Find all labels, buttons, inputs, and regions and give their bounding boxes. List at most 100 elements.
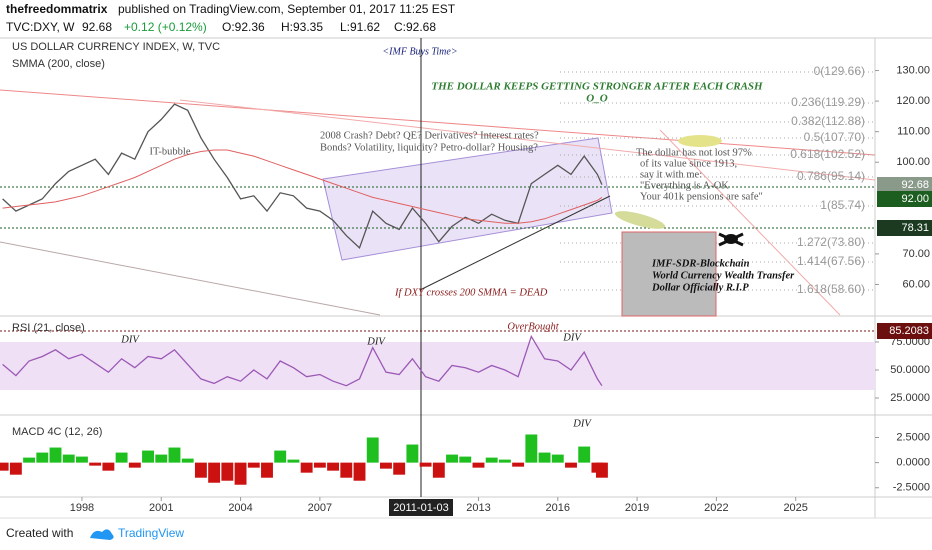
tv-logo [90,529,114,540]
histogram-bar [551,454,564,463]
crosshair-label: 2011-01-03 [393,502,448,514]
annotation: Bonds? Volatility, liquidity? Petro-doll… [320,142,538,153]
histogram-bar [261,462,273,478]
price-badge [877,323,932,339]
annotation: Dollar Officially R.I.P [651,282,749,293]
annotation: 2008 Crash? Debt? QE? Derivatives? Inter… [320,130,539,141]
price-badge [877,191,932,207]
y-tick-label: 60.00 [902,278,930,290]
histogram-bar [234,462,247,485]
annotation: <IMF Buys Time> [382,46,457,57]
low: L:91.62 [340,20,380,34]
x-tick-label: 2022 [704,502,728,514]
price-badge-label: 85.2083 [889,325,929,337]
x-tick-label: 2019 [625,502,649,514]
y-tick-label: 2.5000 [896,431,930,443]
fib-label: 1.272(73.80) [797,235,865,249]
histogram-bar [353,462,366,481]
histogram-bar [485,457,498,463]
histogram-bar [419,462,432,467]
annotation: IT-bubble [149,146,190,157]
pane-title: RSI (21, close) [12,322,85,334]
fib-lines [560,71,875,291]
highlight [614,211,666,229]
histogram-bar [578,446,591,463]
pane-title: MACD 4C (12, 26) [12,426,102,438]
histogram-bar [128,462,141,468]
histogram-bar [36,452,49,463]
footer-brand[interactable]: TradingView [118,526,184,540]
annotation: O_O [586,93,607,105]
fib-label: 0(129.66) [814,64,865,78]
annotation: If DXY crosses 200 SMMA = DEAD [394,287,548,298]
histogram-bar [393,462,406,475]
x-tick-label: 2025 [783,502,807,514]
annotation: of its value since 1913, [640,158,737,169]
series-line [2,334,603,387]
histogram-bar [472,462,485,468]
annotation: DIV [572,418,592,429]
x-tick-label: 1998 [70,502,94,514]
histogram-bar [340,462,353,478]
histogram-bar [380,462,392,469]
rsi-band [0,342,875,390]
fib-label: 0.786(95.14) [797,169,865,183]
y-tick-label: 100.00 [896,156,930,168]
y-tick-label: -2.5000 [893,482,930,494]
x-tick-label: 2016 [546,502,570,514]
legend-entry: SMMA (200, close) [12,58,105,70]
annotation: DIV [562,332,582,343]
annotation: "Everything is A-OK [640,180,729,191]
histogram-bar [76,456,88,463]
price-badge-label: 92.68 [901,179,929,191]
histogram-bar [0,462,9,471]
price-badge-label: 92.00 [901,193,929,205]
y-tick-label: 130.00 [896,64,930,76]
marks [0,103,608,485]
series-line [2,103,603,249]
histogram-bar [446,454,458,463]
annotation: DIV [120,334,140,345]
published: published on TradingView.com, September … [118,2,456,16]
histogram-bar [406,444,419,463]
arrow [419,195,611,291]
histogram-bar [300,462,313,473]
highlight [678,135,722,147]
trend-line [179,99,876,181]
symbol: TVC:DXY, W [6,20,75,34]
last: 92.68 [82,20,112,34]
trend-line [659,129,841,316]
fib-label: 1.414(67.56) [797,254,865,268]
fib-label: 1.618(58.60) [797,282,865,296]
histogram-bar [49,447,62,463]
x-tick-label: 2004 [228,502,252,514]
annotation: OverBought [507,321,559,332]
channel [322,137,613,261]
annotation: DIV [366,336,386,347]
annotation: Your 401k pensions are safe" [640,191,763,202]
trend-line [0,241,381,316]
histogram-bar [102,462,115,471]
histogram-bar [274,450,287,463]
histogram-bar [498,459,511,463]
histogram-bar [115,452,128,463]
y-tick-label: 110.00 [897,126,930,138]
price-badge [877,177,932,193]
y-tick-label: 25.0000 [890,392,930,404]
histogram-bar [247,462,260,468]
high: H:93.35 [281,20,323,34]
x-tick-label: 2007 [308,502,332,514]
trend-line [0,89,876,156]
crosshair-label-bg [389,499,453,516]
skull-icon [718,232,744,247]
histogram-bar [142,450,154,463]
histogram-bar [565,462,577,468]
histogram-bar [208,462,221,483]
histogram-bar [89,462,102,466]
fib-label: 0.382(112.88) [791,114,865,128]
y-tick-label: 70.00 [902,248,930,260]
histogram-bar [538,452,551,463]
change: +0.12 (+0.12%) [124,20,207,34]
histogram-bar [9,462,22,475]
